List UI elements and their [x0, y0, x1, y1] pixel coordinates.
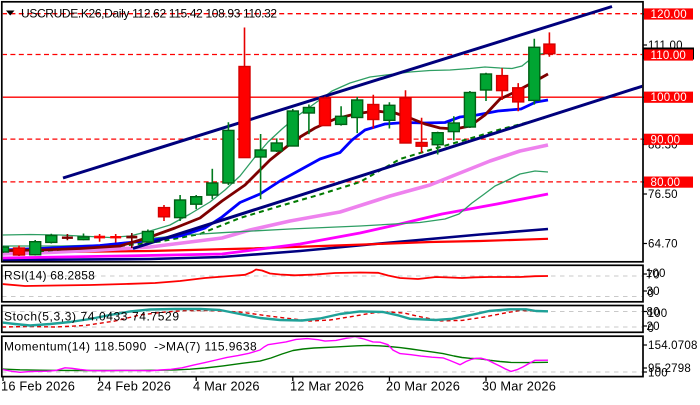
- svg-text:USCRUDE.K26,Daily 112.62 115.4: USCRUDE.K26,Daily 112.62 115.42 108.93 1…: [21, 6, 277, 20]
- svg-text:100.00: 100.00: [651, 92, 687, 104]
- svg-text:0: 0: [648, 323, 655, 335]
- svg-text:110.00: 110.00: [651, 50, 687, 62]
- svg-text:Momentum(14) 118.5090 ->MA(7): Momentum(14) 118.5090 ->MA(7) 115.9638: [4, 340, 257, 354]
- svg-text:90.00: 90.00: [651, 134, 681, 146]
- svg-text:100: 100: [648, 308, 668, 320]
- svg-text:16 Feb 2026: 16 Feb 2026: [1, 379, 75, 394]
- svg-text:154.0708: 154.0708: [648, 340, 698, 352]
- svg-text:20: 20: [647, 321, 660, 333]
- svg-text:30 Mar 2026: 30 Mar 2026: [482, 379, 556, 394]
- svg-text:64.70: 64.70: [648, 239, 678, 251]
- svg-text:100: 100: [646, 268, 666, 280]
- svg-text:20 Mar 2026: 20 Mar 2026: [386, 379, 460, 394]
- svg-text:0: 0: [648, 288, 655, 300]
- svg-text:80.00: 80.00: [651, 177, 681, 189]
- svg-text:12 Mar 2026: 12 Mar 2026: [290, 379, 364, 394]
- svg-text:95.2798: 95.2798: [648, 363, 691, 375]
- svg-text:70: 70: [647, 269, 660, 281]
- svg-text:4 Mar 2026: 4 Mar 2026: [193, 379, 260, 394]
- svg-text:Stoch(5,3,3) 74.0433 74.7529: Stoch(5,3,3) 74.0433 74.7529: [4, 309, 180, 323]
- svg-text:24 Feb 2026: 24 Feb 2026: [97, 379, 171, 394]
- svg-text:76.50: 76.50: [648, 189, 678, 201]
- svg-text:120.00: 120.00: [651, 9, 687, 21]
- svg-text:RSI(14) 68.2858: RSI(14) 68.2858: [4, 268, 95, 282]
- svg-text:30: 30: [647, 286, 660, 298]
- svg-text:100: 100: [648, 368, 668, 380]
- svg-text:80: 80: [647, 307, 660, 319]
